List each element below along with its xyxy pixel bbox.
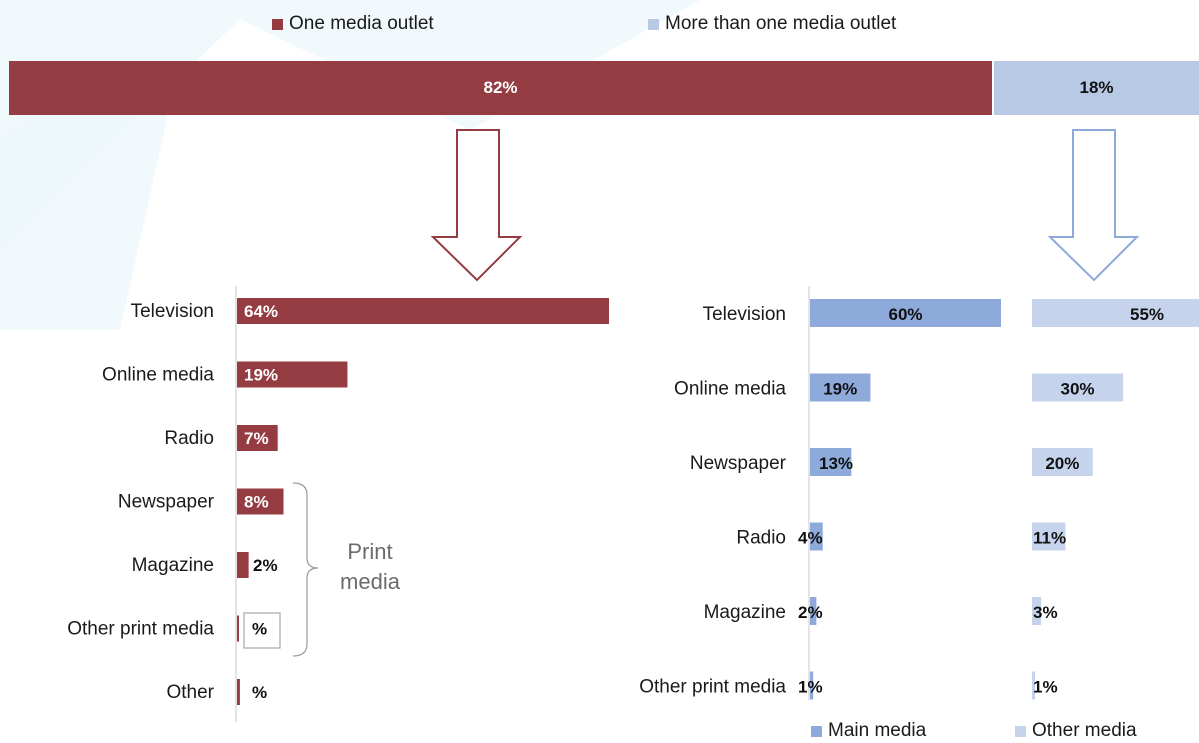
left-bar-label-radio: 7% [244,429,269,448]
left-bar-label-newspaper: 8% [244,493,269,512]
other-media-label-other-print-media: 1% [1033,678,1058,697]
legend-label-one-outlet: One media outlet [289,13,434,34]
left-bar-television [237,298,609,324]
legend-one-outlet: One media outlet [272,13,434,35]
left-bar-label-other: % [252,683,267,702]
top-bar-more-outlets: 18% [994,61,1199,115]
main-media-label-radio: 4% [798,529,823,548]
other-media-label-magazine: 3% [1033,603,1058,622]
top-bar-one-outlet: 82% [9,61,992,115]
legend-swatch-one-outlet [272,18,283,30]
main-media-label-magazine: 2% [798,603,823,622]
main-media-bar-television [810,299,1001,327]
other-media-label-radio: 11% [1033,529,1066,548]
arrow-down-one-outlet [430,129,523,282]
left-bar-label-online-media: 19% [244,366,278,385]
left-bar-newspaper [237,488,284,515]
other-print-media-label-box [243,612,281,649]
legend-swatch-other-media [1015,725,1026,737]
main-media-bar-online-media [810,373,871,402]
right-category-television: Television [703,304,786,325]
left-bar-magazine [237,552,249,578]
main-media-label-other-print-media: 1% [798,678,823,697]
legend-label-main-media: Main media [828,720,927,741]
print-media-label: Print media [340,539,400,594]
other-media-label-newspaper: 20% [1045,454,1079,473]
top-bar-one-outlet-label: 82% [483,78,518,97]
legend-label-more-outlets: More than one media outlet [665,13,897,34]
legend-swatch-more-outlets [648,18,659,30]
left-bar-label-television: 64% [244,302,278,321]
other-media-bar-other-print-media [1032,671,1036,700]
left-bar-online-media [237,361,348,388]
print-media-brace [292,482,319,657]
other-media-bar-magazine [1032,597,1042,625]
main-media-bar-other-print-media [810,671,814,700]
left-category-online-media: Online media [102,365,214,386]
left-category-other: Other [166,682,214,703]
other-media-label-television: 55% [1130,305,1164,324]
main-media-label-television: 60% [888,305,922,324]
right-category-online-media: Online media [674,379,786,400]
right-category-newspaper: Newspaper [690,453,787,474]
left-bar-other-print-media [237,615,239,642]
other-media-bar-newspaper [1032,448,1093,476]
other-media-bar-online-media [1032,373,1124,402]
other-media-bar-television [1032,299,1199,327]
other-media-label-online-media: 30% [1061,380,1095,399]
right-category-magazine: Magazine [704,602,786,623]
left-category-magazine: Magazine [132,555,214,576]
arrow-down-more-outlets [1047,129,1140,282]
left-bar-other [237,679,240,705]
main-media-label-newspaper: 13% [819,454,853,473]
left-bar-radio [237,425,278,451]
left-bar-label-magazine: 2% [253,556,278,575]
main-media-label-online-media: 19% [823,380,857,399]
main-media-bar-magazine [810,597,817,625]
other-media-bar-radio [1032,522,1066,551]
main-media-bar-newspaper [810,448,852,476]
left-category-radio: Radio [164,428,214,449]
left-bar-label-other-print-media: % [252,620,267,639]
legend-main-media: Main media [811,720,926,742]
top-bar-more-outlets-label: 18% [1079,78,1114,97]
left-category-newspaper: Newspaper [118,492,215,513]
left-category-television: Television [131,301,214,322]
legend-more-outlets: More than one media outlet [648,13,896,35]
legend-other-media: Other media [1015,720,1137,742]
left-category-other-print-media: Other print media [67,619,214,640]
main-media-bar-radio [810,522,823,551]
right-category-other-print-media: Other print media [639,677,786,698]
legend-label-other-media: Other media [1032,720,1137,741]
right-category-radio: Radio [736,528,786,549]
legend-swatch-main-media [811,725,822,737]
